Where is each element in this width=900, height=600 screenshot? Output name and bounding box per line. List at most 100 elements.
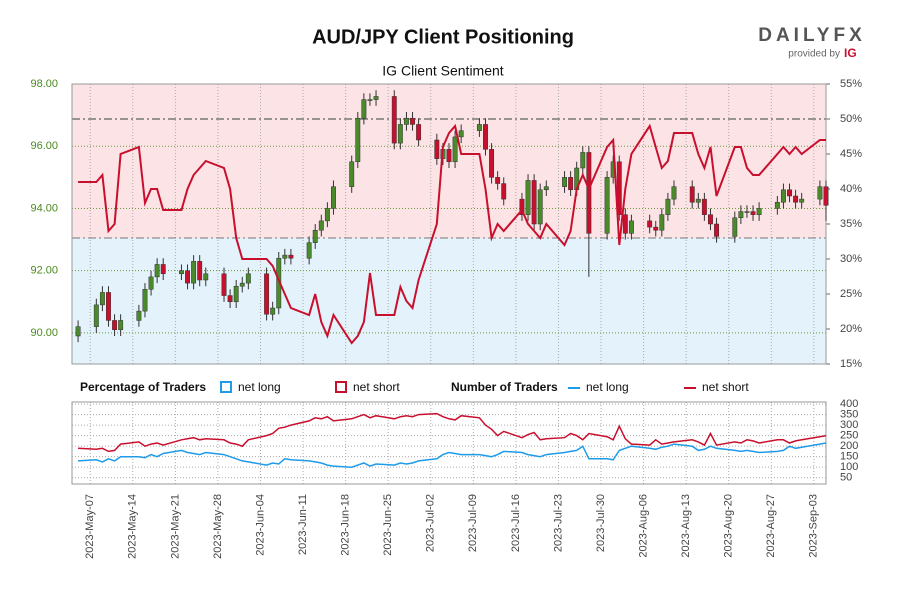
candle-body: [154, 264, 160, 278]
candle-body: [136, 310, 142, 321]
candle-body: [665, 198, 671, 215]
candle-body: [99, 292, 105, 306]
candle-body: [750, 211, 756, 215]
candle-body: [403, 117, 409, 125]
legend-title: Number of Traders: [451, 380, 558, 394]
y-tick-label: 98.00: [30, 78, 58, 90]
candle-body: [562, 177, 567, 187]
candle-body: [233, 285, 239, 303]
y-tick-label: 94.00: [30, 202, 58, 214]
y2-tick-label: 45%: [840, 148, 862, 160]
candle-body: [203, 273, 209, 281]
candle-body: [355, 117, 361, 163]
candle-body: [628, 220, 634, 234]
candle-body: [191, 261, 197, 284]
candle-body: [324, 208, 330, 222]
x-tick-label: 2023-May-14: [127, 494, 139, 559]
x-tick-label: 2023-Jun-18: [340, 494, 352, 556]
candle-body: [349, 161, 355, 187]
candle-body: [373, 96, 379, 100]
candle-body: [586, 152, 592, 234]
candle-body: [452, 136, 458, 163]
x-tick-label: 2023-May-21: [169, 494, 181, 559]
sentiment-line: [78, 123, 826, 345]
plot-frame: [71, 401, 827, 485]
candle-body: [823, 186, 829, 206]
x-tick-label: 2023-Jul-30: [595, 494, 607, 552]
candle-body: [653, 226, 659, 231]
candle-body: [483, 124, 488, 150]
candle-body: [525, 180, 531, 215]
candle-body: [756, 208, 762, 215]
candle-body: [112, 320, 118, 331]
candle-body: [318, 220, 324, 231]
candle-body: [622, 214, 628, 234]
y-tick-label: 250: [840, 430, 858, 442]
x-tick-label: 2023-Jul-16: [510, 494, 522, 552]
candle-body: [793, 195, 799, 203]
candle-body: [744, 211, 750, 213]
legend-label: net short: [353, 380, 400, 394]
candle-body: [391, 96, 397, 144]
candle-body: [732, 217, 738, 237]
legend-swatch: [220, 381, 232, 393]
candle-body: [568, 177, 574, 191]
candle-body: [148, 276, 154, 290]
logo-brand: IG: [844, 46, 857, 60]
candle-body: [306, 242, 312, 259]
y2-tick-label: 55%: [840, 78, 862, 90]
candle-body: [227, 295, 233, 303]
candle-body: [708, 214, 713, 225]
candle-body: [519, 198, 525, 215]
logo-sub: provided by: [788, 49, 840, 60]
candle-body: [714, 223, 719, 237]
legend-label: net long: [238, 380, 281, 394]
y2-tick-label: 25%: [840, 288, 862, 300]
candle-body: [647, 220, 653, 228]
candle-body: [489, 149, 495, 178]
chart-title: AUD/JPY Client Positioning: [312, 26, 574, 48]
candle-body: [799, 198, 805, 203]
candle-body: [689, 186, 695, 203]
candle-body: [780, 189, 786, 203]
candle-body: [367, 99, 373, 101]
candle-body: [106, 292, 111, 321]
candle-body: [434, 139, 440, 159]
x-tick-label: 2023-Sep-03: [808, 494, 820, 558]
candle-body: [245, 273, 251, 284]
candle-body: [397, 124, 403, 144]
x-tick-label: 2023-Aug-27: [765, 494, 777, 558]
candle-body: [142, 289, 148, 312]
candle-body: [495, 177, 501, 184]
y2-tick-label: 20%: [840, 323, 862, 335]
candle-body: [738, 211, 744, 219]
y-tick-label: 150: [840, 451, 858, 463]
x-tick-label: 2023-Jun-11: [297, 494, 309, 555]
candle-body: [185, 270, 190, 284]
candle-body: [270, 307, 276, 315]
count-line: [78, 412, 827, 453]
candle-body: [410, 117, 415, 125]
chart-subtitle: IG Client Sentiment: [382, 63, 503, 79]
candle-body: [197, 261, 203, 281]
candle-body: [75, 326, 81, 337]
y2-tick-label: 30%: [840, 253, 862, 265]
candle-body: [476, 124, 482, 131]
candle-body: [817, 186, 823, 200]
candle-body: [774, 201, 780, 209]
candle-body: [446, 149, 452, 163]
sentiment-zone: [72, 238, 826, 364]
legend-title: Percentage of Traders: [80, 380, 206, 394]
x-tick-label: 2023-Jul-09: [467, 494, 479, 552]
legend-label: net long: [586, 380, 629, 394]
x-tick-label: 2023-Jul-23: [552, 494, 564, 552]
candle-body: [288, 254, 294, 259]
candle-body: [160, 264, 166, 275]
candle-body: [501, 183, 507, 200]
candle-body: [239, 282, 245, 287]
y-tick-label: 50: [840, 472, 852, 484]
candle-body: [221, 273, 227, 296]
candle-body: [361, 99, 367, 119]
candle-body: [264, 273, 270, 315]
